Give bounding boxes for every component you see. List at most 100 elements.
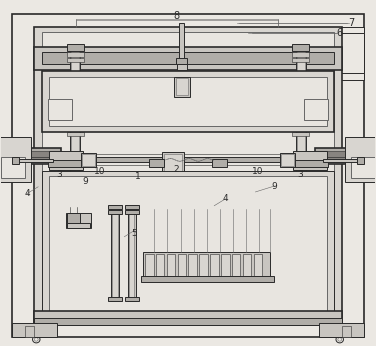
Bar <box>128 208 136 301</box>
Bar <box>49 76 327 127</box>
Bar <box>67 124 84 130</box>
Bar <box>67 52 84 56</box>
Bar <box>292 131 309 136</box>
Bar <box>292 44 309 51</box>
Bar <box>232 254 240 276</box>
Bar <box>176 78 188 95</box>
Bar <box>319 323 364 337</box>
Bar <box>12 323 57 337</box>
Bar <box>67 213 80 223</box>
Bar <box>12 157 20 164</box>
Bar <box>164 154 182 171</box>
Bar <box>112 209 118 300</box>
Bar <box>315 148 376 164</box>
Text: 9: 9 <box>271 182 277 191</box>
Bar <box>82 154 95 166</box>
Bar <box>49 176 327 312</box>
Text: 10: 10 <box>94 167 106 176</box>
Bar <box>292 58 309 62</box>
Bar <box>143 252 270 278</box>
Bar <box>35 47 341 70</box>
Bar <box>47 160 85 167</box>
Bar <box>145 254 153 276</box>
Bar <box>42 171 334 318</box>
Bar <box>108 205 122 209</box>
Text: 2: 2 <box>173 165 179 174</box>
Text: 4: 4 <box>24 189 30 198</box>
Text: 4: 4 <box>223 194 228 203</box>
Bar <box>81 153 96 167</box>
Bar <box>47 173 72 194</box>
Bar <box>67 44 84 51</box>
Bar <box>280 153 295 167</box>
Bar <box>300 27 364 80</box>
Bar <box>177 64 186 70</box>
Bar <box>188 254 197 276</box>
Bar <box>83 157 293 162</box>
Bar <box>177 254 186 276</box>
Bar <box>341 326 351 337</box>
Bar <box>125 297 138 301</box>
Bar <box>210 254 219 276</box>
Bar <box>16 158 53 162</box>
Bar <box>42 52 334 64</box>
Text: 7: 7 <box>348 18 354 28</box>
Bar <box>66 213 91 228</box>
Bar <box>308 34 364 73</box>
Bar <box>35 311 341 325</box>
Bar <box>67 131 84 136</box>
Bar <box>293 151 327 170</box>
Bar <box>25 326 35 337</box>
Bar <box>323 158 360 162</box>
Bar <box>356 157 364 164</box>
Bar <box>297 47 305 171</box>
Bar <box>111 208 119 301</box>
Bar <box>0 148 61 164</box>
Bar <box>42 71 334 131</box>
Bar <box>345 137 376 182</box>
Bar <box>0 157 61 162</box>
Bar <box>149 159 164 167</box>
Bar <box>141 276 274 282</box>
Bar <box>71 47 79 171</box>
Bar <box>212 159 227 167</box>
Bar <box>125 205 138 209</box>
Bar <box>304 99 329 120</box>
Bar <box>176 58 187 64</box>
Bar <box>49 151 83 170</box>
Bar <box>156 254 164 276</box>
Bar <box>291 160 329 167</box>
Bar <box>292 124 309 130</box>
Bar <box>108 297 122 301</box>
Bar <box>296 45 306 173</box>
Bar <box>0 137 31 182</box>
Bar <box>83 154 293 165</box>
Bar <box>253 254 262 276</box>
Bar <box>315 151 376 157</box>
Bar <box>199 254 208 276</box>
Bar <box>179 23 184 64</box>
Bar <box>42 32 334 318</box>
Bar <box>0 151 61 157</box>
Bar <box>221 254 230 276</box>
Bar <box>108 210 122 215</box>
Bar <box>67 222 90 228</box>
Text: 10: 10 <box>252 167 263 176</box>
Bar <box>304 173 329 194</box>
Bar <box>162 152 184 173</box>
Text: 1: 1 <box>135 172 140 181</box>
Bar <box>315 157 376 162</box>
Bar <box>292 52 309 56</box>
Bar <box>281 154 294 166</box>
Text: 5: 5 <box>131 229 136 238</box>
Bar <box>125 210 138 215</box>
Text: 8: 8 <box>174 11 180 21</box>
Bar <box>243 254 251 276</box>
Bar <box>35 318 341 325</box>
Bar <box>70 45 80 173</box>
Text: 3: 3 <box>297 170 303 179</box>
Text: 9: 9 <box>82 177 88 186</box>
Bar <box>35 27 341 325</box>
Bar <box>174 76 190 97</box>
Bar <box>47 99 72 120</box>
